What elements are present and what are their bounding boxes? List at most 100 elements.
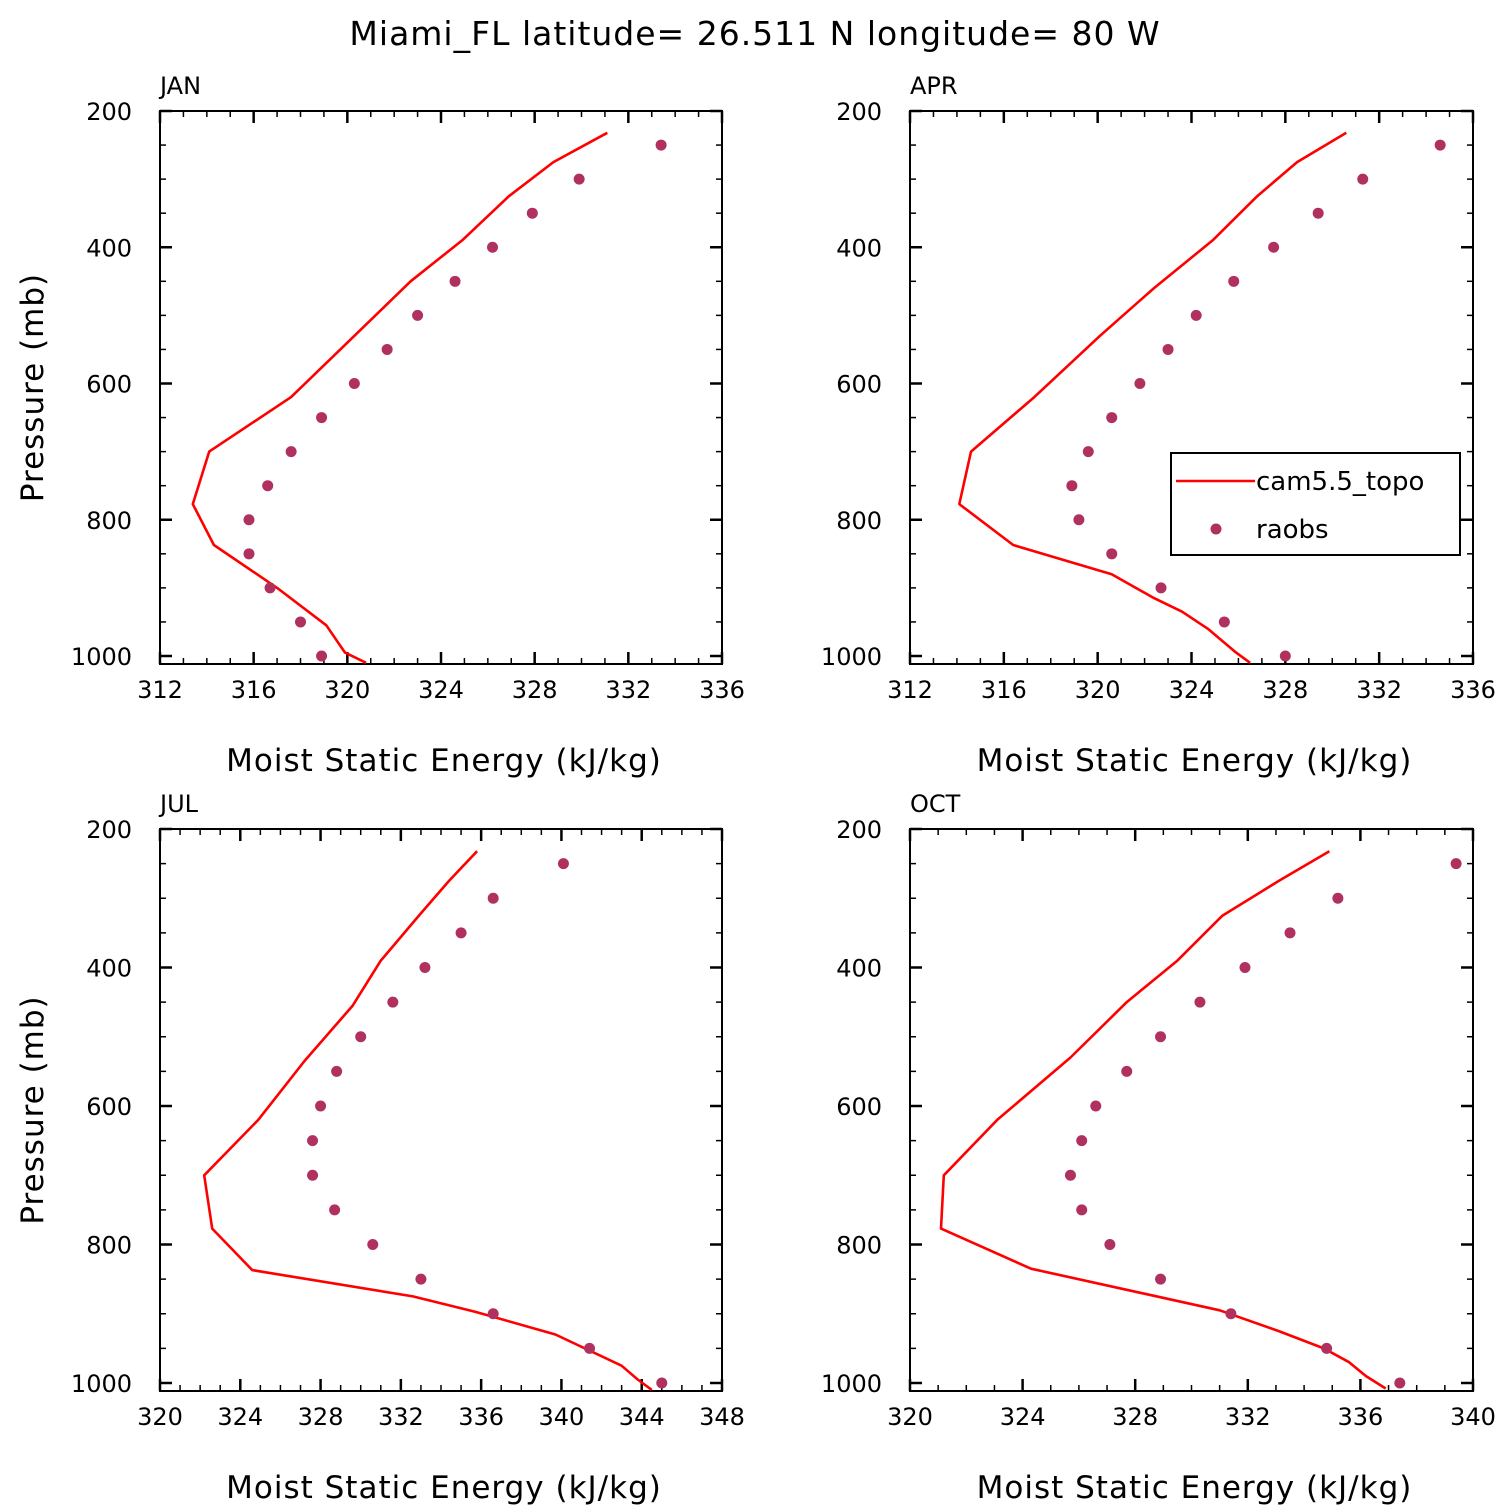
legend-model-label: cam5.5_topo [1256, 467, 1424, 497]
y-axis-title: Pressure (mb) [15, 995, 51, 1224]
x-tick-label: 336 [699, 676, 745, 704]
x-tick-label: 348 [699, 1403, 745, 1431]
y-tick-label: 800 [836, 1232, 882, 1260]
obs-point [262, 480, 274, 492]
obs-point [1104, 1239, 1116, 1250]
x-tick-label: 324 [418, 676, 464, 704]
x-tick-label: 332 [605, 676, 651, 704]
panel-apr: APR 312 316 320 324 328 332 336 200 400 600 800 1000… [821, 72, 1496, 779]
x-axis-title: Moist Static Energy (kJ/kg) [977, 743, 1413, 779]
obs-point [387, 996, 399, 1008]
obs-point [1106, 548, 1118, 560]
x-tick-label: 320 [137, 1403, 183, 1431]
model-line [939, 850, 1387, 1390]
x-tick-label: 332 [378, 1403, 424, 1431]
panel-label: APR [910, 72, 958, 100]
x-tick-label: 328 [1262, 676, 1308, 704]
obs-point [329, 1204, 341, 1216]
y-tick-label: 1000 [71, 643, 132, 671]
obs-point [315, 1100, 327, 1112]
obs-point [1066, 480, 1078, 492]
x-axis-title: Moist Static Energy (kJ/kg) [226, 743, 662, 779]
obs-point [331, 1065, 343, 1077]
x-tick-label: 336 [1337, 1403, 1383, 1431]
panel-jul: JUL 320 324 328 332 336 340 344 348 200 400 600 800 1… [15, 790, 745, 1506]
legend-obs-label: raobs [1256, 515, 1329, 545]
panel-label: OCT [910, 790, 961, 818]
obs-point [455, 927, 467, 939]
obs-point [1279, 650, 1291, 662]
plot-frame [159, 110, 723, 665]
obs-point [1357, 173, 1369, 185]
x-tick-label: 320 [1075, 676, 1121, 704]
figure-title: Miami_FL latitude= 26.511 N longitude= 8… [349, 14, 1160, 53]
obs-point [1332, 892, 1344, 904]
y-tick-label: 200 [86, 816, 132, 844]
obs-point [367, 1239, 379, 1250]
obs-point [656, 1377, 668, 1389]
y-tick-label: 800 [86, 507, 132, 535]
x-tick-label: 320 [887, 1403, 933, 1431]
obs-point [295, 616, 306, 628]
panel-oct: OCT 320 324 328 332 336 340 200 400 600 800 1000 Moi… [821, 790, 1496, 1506]
x-tick-label: 328 [1112, 1403, 1158, 1431]
y-tick-label: 200 [836, 816, 882, 844]
obs-point [573, 173, 585, 185]
obs-point [243, 514, 255, 526]
x-tick-label: 328 [298, 1403, 344, 1431]
obs-point [1162, 343, 1174, 355]
legend-obs-swatch [1210, 523, 1222, 535]
obs-point [1312, 207, 1324, 219]
x-tick-label: 340 [539, 1403, 585, 1431]
y-tick-label: 400 [836, 955, 882, 983]
obs-point [1121, 1065, 1133, 1077]
obs-point [1076, 1204, 1088, 1216]
obs-point [348, 378, 360, 389]
obs-point [1073, 514, 1085, 526]
obs-point [243, 548, 255, 560]
obs-point [1228, 275, 1240, 287]
obs-point [285, 446, 297, 458]
y-tick-label: 600 [836, 1093, 882, 1121]
obs-point [1225, 1308, 1237, 1320]
x-tick-label: 324 [217, 1403, 263, 1431]
x-tick-label: 324 [1169, 676, 1215, 704]
obs-point [381, 343, 393, 355]
obs-point [1082, 446, 1094, 458]
panel-jan: JAN 312 316 320 324 328 332 336 200 400 600 800 1000… [15, 72, 745, 779]
x-axis-title: Moist Static Energy (kJ/kg) [977, 1470, 1413, 1506]
panel-label: JUL [158, 790, 199, 818]
x-tick-label: 332 [1225, 1403, 1271, 1431]
model-line [202, 850, 653, 1391]
y-tick-label: 1000 [821, 643, 882, 671]
obs-point [487, 1308, 499, 1320]
panel-label: JAN [158, 72, 201, 100]
x-tick-label: 312 [137, 676, 183, 704]
obs-point [415, 1273, 427, 1285]
obs-point [1284, 927, 1296, 939]
y-tick-label: 400 [836, 234, 882, 262]
x-tick-label: 316 [981, 676, 1027, 704]
obs-point [655, 139, 667, 151]
obs-point [557, 858, 569, 870]
legend-box [1170, 452, 1461, 556]
x-tick-label: 344 [619, 1403, 665, 1431]
obs-point [1064, 1169, 1076, 1181]
y-tick-label: 200 [86, 98, 132, 126]
x-axis-title: Moist Static Energy (kJ/kg) [226, 1470, 662, 1506]
obs-point [1434, 139, 1446, 151]
x-tick-label: 328 [512, 676, 558, 704]
plot-frame [909, 110, 1474, 665]
obs-point [1450, 858, 1462, 870]
y-tick-label: 600 [86, 1093, 132, 1121]
obs-point [1239, 962, 1251, 973]
obs-point [1321, 1342, 1333, 1354]
model-line [957, 131, 1347, 664]
obs-point [307, 1169, 319, 1181]
obs-point [487, 892, 499, 904]
plot-frame [909, 828, 1474, 1392]
obs-point [412, 309, 424, 321]
obs-point [316, 650, 328, 662]
y-tick-label: 800 [86, 1232, 132, 1260]
